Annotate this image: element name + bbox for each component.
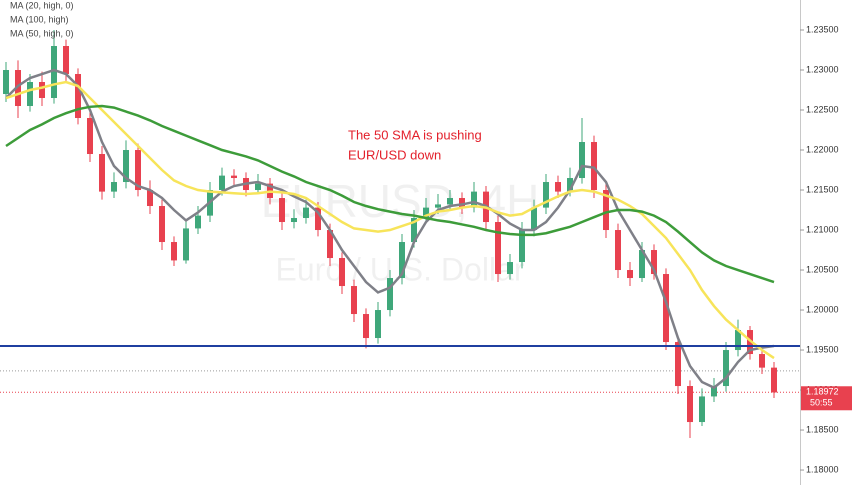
y-tick-label: 1.21500 [806, 184, 839, 194]
candle-body [567, 178, 573, 192]
candle-body [435, 204, 441, 208]
candle-body [219, 175, 225, 191]
candle-body [543, 182, 549, 208]
candle-body [627, 270, 633, 279]
y-tick-label: 1.18000 [806, 464, 839, 474]
candle-body [711, 386, 717, 397]
candle-body [147, 190, 153, 207]
candle-body [507, 262, 513, 275]
candle-body [531, 207, 537, 231]
candle-body [327, 230, 333, 259]
candle-body [339, 258, 345, 287]
candle-body [27, 82, 33, 107]
candle-body [735, 330, 741, 351]
candle-body [351, 286, 357, 315]
legend-entry: MA (50, high, 0) [10, 28, 74, 38]
candle-body [471, 191, 477, 208]
candle-body [255, 183, 261, 191]
candle-body [75, 74, 81, 119]
candle-body [303, 207, 309, 219]
price-label-box [801, 386, 852, 411]
y-tick-label: 1.23500 [806, 24, 839, 34]
candle-body [231, 175, 237, 179]
y-tick-label: 1.18500 [806, 424, 839, 434]
candle-body [555, 182, 561, 192]
candle-body [519, 230, 525, 263]
candle-body [675, 342, 681, 387]
candle-body [699, 396, 705, 423]
candle-body [399, 242, 405, 279]
ma-line [5, 80, 775, 360]
candle-body [279, 198, 285, 223]
candle-body [135, 150, 141, 191]
candle-body [459, 198, 465, 208]
candle-body [759, 354, 765, 368]
candle-body [579, 142, 585, 179]
candle-body [447, 198, 453, 205]
y-tick-label: 1.22500 [806, 104, 839, 114]
candle-body [291, 218, 297, 223]
candle-body [171, 242, 177, 261]
candle-body [123, 150, 129, 183]
candle-body [687, 386, 693, 423]
candle-body [615, 230, 621, 271]
candle-body [603, 190, 609, 231]
candle-body [387, 278, 393, 311]
candle-body [495, 222, 501, 275]
ma-line [5, 104, 775, 284]
annotation: EUR/USD down [348, 147, 441, 162]
candle-body [87, 118, 93, 155]
y-tick-label: 1.22000 [806, 144, 839, 154]
ma-line [5, 68, 775, 390]
y-tick-label: 1.23000 [806, 64, 839, 74]
candle-body [15, 70, 21, 107]
candle-body [99, 154, 105, 192]
candle-body [63, 46, 69, 75]
candle-body [363, 314, 369, 339]
candle-body [639, 250, 645, 279]
candle-body [591, 142, 597, 191]
y-tick-label: 1.19500 [806, 344, 839, 354]
candle-body [651, 250, 657, 275]
watermark-symbol: EURUSD, 4H [261, 175, 540, 227]
candle-body [3, 70, 9, 95]
candle-body [195, 215, 201, 229]
y-tick-label: 1.21000 [806, 224, 839, 234]
candle-body [771, 367, 777, 393]
candle-body [375, 310, 381, 339]
candle-body [183, 228, 189, 261]
candle-body [51, 46, 57, 99]
price-label: 1.18972 [806, 387, 839, 397]
candle-body [423, 207, 429, 219]
legend-entry: MA (100, high) [10, 14, 69, 24]
countdown: 50:55 [810, 398, 833, 408]
candle-body [411, 218, 417, 243]
candle-body [663, 274, 669, 343]
candle-body [39, 82, 45, 99]
annotation: The 50 SMA is pushing [348, 127, 482, 142]
candle-body [723, 350, 729, 387]
candle-body [159, 206, 165, 243]
y-tick-label: 1.20000 [806, 304, 839, 314]
candle-body [111, 182, 117, 192]
candle-body [315, 207, 321, 231]
legend-entry: MA (20, high, 0) [10, 0, 74, 10]
y-tick-label: 1.20500 [806, 264, 839, 274]
